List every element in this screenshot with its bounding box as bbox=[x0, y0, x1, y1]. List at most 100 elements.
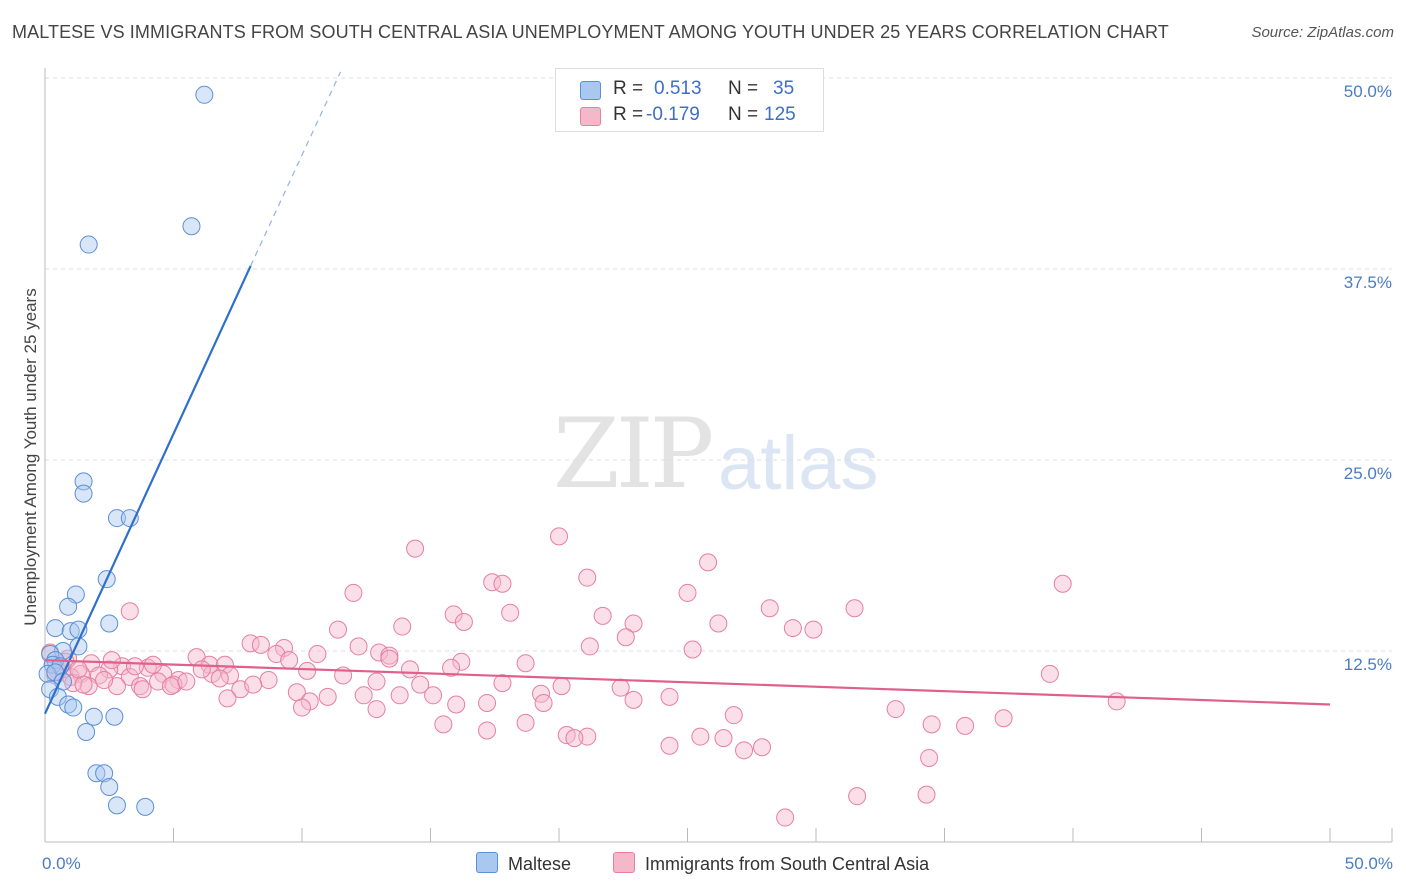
point-immigrants bbox=[210, 669, 229, 688]
point-immigrants bbox=[922, 715, 941, 734]
legend-swatch-immigrants bbox=[580, 107, 601, 126]
data-points bbox=[38, 85, 1126, 827]
point-immigrants bbox=[493, 674, 512, 693]
point-immigrants bbox=[411, 675, 430, 694]
point-immigrants bbox=[804, 620, 823, 639]
bottom-legend-maltese: Maltese bbox=[476, 852, 571, 875]
point-immigrants bbox=[956, 716, 975, 735]
point-immigrants bbox=[406, 539, 425, 558]
trend-line-maltese bbox=[44, 265, 252, 715]
point-immigrants bbox=[69, 660, 88, 679]
point-immigrants bbox=[616, 628, 635, 647]
point-immigrants bbox=[293, 698, 311, 717]
legend-swatch-maltese bbox=[580, 81, 601, 100]
point-immigrants bbox=[125, 657, 144, 676]
point-immigrants bbox=[1040, 664, 1059, 683]
point-immigrants bbox=[848, 787, 867, 806]
point-immigrants bbox=[611, 678, 630, 697]
point-immigrants bbox=[624, 690, 643, 709]
point-maltese bbox=[74, 484, 93, 503]
point-immigrants bbox=[994, 709, 1013, 728]
point-immigrants bbox=[593, 606, 612, 625]
legend-r-label: R = bbox=[613, 104, 644, 125]
point-immigrants bbox=[660, 736, 679, 755]
point-immigrants bbox=[424, 686, 443, 705]
point-maltese bbox=[64, 698, 83, 717]
y-tick-label: 25.0% bbox=[1344, 464, 1392, 483]
point-immigrants bbox=[177, 672, 196, 691]
bottom-legend-swatch-immigrants bbox=[613, 852, 635, 873]
point-immigrants bbox=[400, 660, 419, 679]
legend-n-label: N = bbox=[728, 78, 759, 99]
point-immigrants bbox=[280, 651, 299, 670]
point-immigrants bbox=[709, 614, 728, 633]
bottom-legend-swatch-maltese bbox=[476, 852, 498, 873]
legend-n-value: 125 bbox=[764, 104, 796, 125]
point-immigrants bbox=[161, 677, 180, 696]
point-immigrants bbox=[447, 695, 466, 714]
point-immigrants bbox=[393, 617, 412, 636]
point-maltese bbox=[87, 764, 106, 783]
legend-n-label: N = bbox=[728, 104, 759, 125]
point-immigrants bbox=[753, 738, 772, 757]
point-immigrants bbox=[370, 643, 389, 662]
point-immigrants bbox=[120, 667, 139, 686]
point-immigrants bbox=[218, 689, 237, 708]
point-immigrants bbox=[454, 612, 473, 631]
y-tick-label: 37.5% bbox=[1344, 273, 1392, 292]
point-maltese bbox=[38, 664, 57, 683]
point-immigrants bbox=[1053, 574, 1072, 593]
legend-row-immigrants: R = -0.179 N = 125 bbox=[556, 102, 823, 128]
point-immigrants bbox=[783, 619, 802, 638]
correlation-legend: R = 0.513 N = 35 R = -0.179 N = 125 bbox=[555, 68, 824, 132]
axes bbox=[44, 68, 1393, 843]
axis-labels: 12.5% 25.0% 37.5% 50.0% 0.0% 50.0% Unemploymen… bbox=[21, 82, 1393, 873]
trend-lines bbox=[44, 71, 1331, 715]
y-tick-label: 50.0% bbox=[1344, 82, 1392, 101]
legend-r-label: R = bbox=[613, 78, 644, 99]
point-immigrants bbox=[344, 583, 363, 602]
point-immigrants bbox=[298, 661, 317, 680]
point-immigrants bbox=[714, 729, 733, 748]
point-immigrants bbox=[501, 603, 520, 622]
point-immigrants bbox=[516, 654, 535, 673]
x-tick-label: 50.0% bbox=[1345, 854, 1393, 873]
x-tick-label: 0.0% bbox=[42, 854, 81, 873]
point-immigrants bbox=[318, 687, 337, 706]
point-immigrants bbox=[478, 693, 497, 712]
point-immigrants bbox=[74, 675, 93, 694]
point-immigrants bbox=[131, 677, 150, 696]
point-immigrants bbox=[724, 706, 743, 725]
point-immigrants bbox=[683, 640, 702, 659]
point-maltese bbox=[74, 472, 93, 491]
point-immigrants bbox=[516, 713, 535, 732]
point-maltese bbox=[84, 707, 103, 726]
point-immigrants bbox=[349, 637, 368, 656]
point-immigrants bbox=[493, 574, 512, 593]
point-immigrants bbox=[328, 620, 347, 639]
point-immigrants bbox=[845, 599, 864, 618]
point-immigrants bbox=[244, 675, 263, 694]
point-maltese bbox=[59, 597, 78, 616]
point-immigrants bbox=[624, 614, 643, 633]
point-immigrants bbox=[550, 527, 568, 546]
point-immigrants bbox=[215, 655, 234, 674]
source-credit: Source: ZipAtlas.com bbox=[1251, 24, 1394, 41]
point-maltese bbox=[61, 622, 80, 641]
point-immigrants bbox=[308, 645, 327, 664]
point-immigrants bbox=[120, 602, 139, 621]
grid-lines bbox=[45, 77, 1392, 652]
legend-r-value: 0.513 bbox=[654, 78, 702, 99]
point-immigrants bbox=[760, 599, 779, 618]
point-maltese bbox=[105, 707, 124, 726]
point-immigrants bbox=[699, 553, 718, 572]
point-maltese bbox=[79, 235, 98, 254]
point-immigrants bbox=[95, 671, 114, 690]
y-tick-label: 12.5% bbox=[1344, 655, 1392, 674]
point-immigrants bbox=[452, 652, 471, 671]
point-immigrants bbox=[578, 568, 597, 587]
point-immigrants bbox=[102, 651, 121, 670]
point-maltese bbox=[59, 695, 78, 714]
point-maltese bbox=[46, 619, 65, 638]
